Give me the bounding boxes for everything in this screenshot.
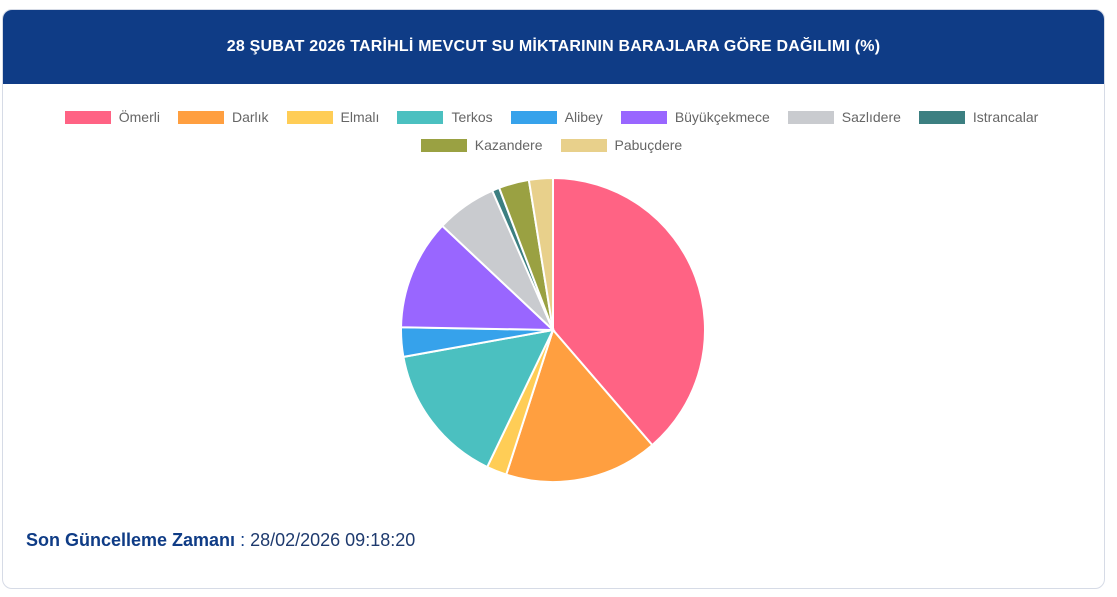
legend-item[interactable]: Darlık (177, 108, 269, 126)
legend-swatch (64, 110, 111, 124)
legend-label: Istrancalar (972, 109, 1039, 125)
legend-item[interactable]: Kazandere (420, 136, 543, 154)
last-updated-separator: : (235, 530, 251, 550)
last-updated: Son Güncelleme Zamanı : 28/02/2026 09:18… (26, 530, 415, 551)
pie-slice-pabuçdere[interactable] (527, 176, 554, 331)
legend-swatch (918, 110, 965, 124)
legend-label: Sazlıdere (841, 109, 901, 125)
legend-label: Elmalı (340, 109, 380, 125)
chart-legend: Ömerli Darlık Elmalı Terkos Alibey Büyükçekme… (0, 108, 1103, 154)
last-updated-label: Son Güncelleme Zamanı (26, 530, 236, 550)
legend-label: Kazandere (474, 137, 543, 153)
chart-title: 28 ŞUBAT 2026 TARİHLİ MEVCUT SU MİKTARIN… (226, 38, 881, 55)
legend-label: Darlık (231, 109, 269, 125)
last-updated-value: 28/02/2026 09:18:20 (250, 530, 416, 550)
legend-label: Alibey (564, 109, 603, 125)
legend-swatch (560, 138, 607, 152)
pie-slice-terkos[interactable] (402, 328, 555, 469)
legend-swatch (177, 110, 224, 124)
legend-item[interactable]: Büyükçekmece (620, 108, 770, 126)
legend-item[interactable]: Sazlıdere (787, 108, 901, 126)
legend-swatch (510, 110, 557, 124)
legend-item[interactable]: Ömerli (64, 108, 160, 126)
legend-label: Terkos (451, 109, 493, 125)
pie-slice-darlık[interactable] (504, 328, 654, 483)
legend-swatch (620, 110, 667, 124)
legend-item[interactable]: Elmalı (286, 108, 380, 126)
chart-header: 28 ŞUBAT 2026 TARİHLİ MEVCUT SU MİKTARIN… (3, 10, 1104, 84)
legend-label: Pabuçdere (614, 137, 683, 153)
pie-slice-ömerli[interactable] (552, 176, 706, 447)
legend-item[interactable]: Terkos (397, 108, 493, 126)
legend-item[interactable]: Pabuçdere (560, 136, 683, 154)
legend-item[interactable]: Alibey (510, 108, 603, 126)
pie-slice-büyükçekmece[interactable] (400, 224, 556, 332)
legend-label: Büyükçekmece (674, 109, 770, 125)
legend-label: Ömerli (118, 109, 160, 125)
legend-item[interactable]: Istrancalar (918, 108, 1039, 126)
chart-card: 28 ŞUBAT 2026 TARİHLİ MEVCUT SU MİKTARIN… (2, 9, 1105, 589)
legend-swatch (420, 138, 467, 152)
legend-swatch (286, 110, 333, 124)
legend-swatch (787, 110, 834, 124)
legend-swatch (397, 110, 444, 124)
